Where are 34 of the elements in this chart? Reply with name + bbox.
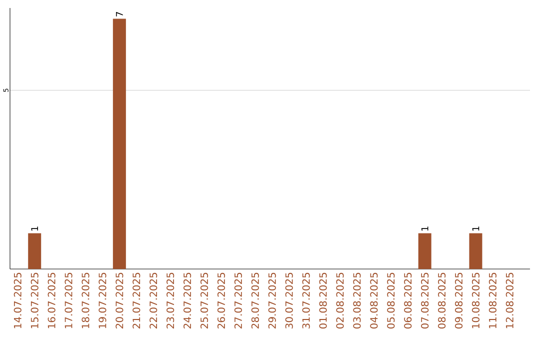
data-label: 1 (31, 226, 38, 231)
x-tick-label: 21.07.2025 (132, 272, 140, 328)
x-tick-label: 05.08.2025 (387, 272, 395, 329)
x-tick-label: 06.08.2025 (404, 272, 412, 329)
x-tick-label: 31.07.2025 (302, 272, 310, 328)
x-tick-label: 20.07.2025 (116, 272, 124, 328)
x-tick-label: 17.07.2025 (64, 272, 72, 328)
x-tick-label: 03.08.2025 (353, 272, 361, 329)
x-tick-label: 12.08.2025 (506, 272, 514, 328)
x-tick-label: 30.07.2025 (285, 272, 293, 328)
x-tick-label: 23.07.2025 (166, 272, 174, 328)
x-tick-label: 29.07.2025 (268, 272, 276, 328)
x-tick-label: 11.08.2025 (488, 272, 496, 328)
x-tick-label: 07.08.2025 (421, 272, 429, 329)
x-tick-label: 28.07.2025 (251, 272, 259, 328)
data-label: 1 (421, 226, 428, 231)
x-tick-label: 27.07.2025 (234, 272, 242, 328)
x-tick-label: 01.08.2025 (319, 272, 327, 329)
data-label: 1 (472, 226, 480, 231)
x-tick-label: 26.07.2025 (217, 272, 226, 328)
x-tick-label: 14.07.2025 (14, 272, 22, 328)
x-tick-label: 19.07.2025 (98, 272, 106, 328)
data-label: 7 (116, 12, 123, 16)
x-tick-label: 10.08.2025 (472, 272, 480, 328)
x-tick-label: 18.07.2025 (82, 272, 90, 328)
x-tick-label: 25.07.2025 (200, 272, 208, 328)
x-tick-label: 08.08.2025 (438, 272, 446, 329)
x-tick-label: 22.07.2025 (150, 272, 158, 328)
x-tick-label: 15.07.2025 (30, 272, 38, 328)
x-tick-label: 09.08.2025 (454, 272, 463, 329)
x-tick-label: 04.08.2025 (370, 272, 378, 329)
x-tick-label: 16.07.2025 (48, 272, 56, 328)
x-tick-label: 24.07.2025 (184, 272, 192, 328)
x-tick-label: 02.08.2025 (336, 272, 344, 329)
